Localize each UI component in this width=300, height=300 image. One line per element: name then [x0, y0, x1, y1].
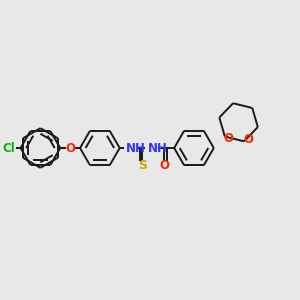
Text: Cl: Cl: [2, 142, 15, 154]
Text: O: O: [224, 132, 234, 145]
Text: O: O: [159, 159, 169, 172]
Text: NH: NH: [147, 142, 167, 154]
Text: S: S: [138, 159, 147, 172]
Text: O: O: [65, 142, 75, 154]
Text: O: O: [243, 133, 253, 146]
Text: NH: NH: [126, 142, 146, 154]
